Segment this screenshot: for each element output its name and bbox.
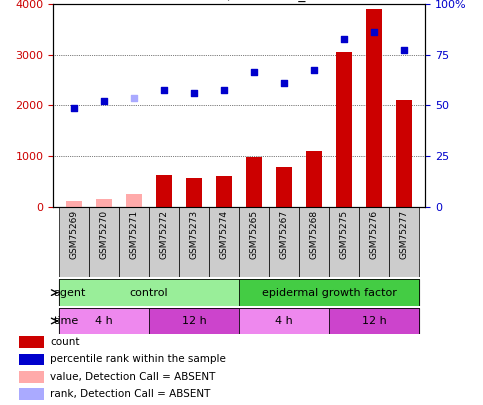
Text: GSM75276: GSM75276 <box>369 210 379 259</box>
Bar <box>299 207 329 277</box>
Point <box>280 79 288 86</box>
Point <box>160 87 168 94</box>
Bar <box>89 207 119 277</box>
Bar <box>336 52 352 207</box>
Bar <box>149 308 239 334</box>
Bar <box>209 207 239 277</box>
Bar <box>59 207 89 277</box>
Bar <box>329 308 419 334</box>
Text: GSM75268: GSM75268 <box>310 210 319 259</box>
Text: 4 h: 4 h <box>275 316 293 326</box>
Bar <box>306 151 322 207</box>
Bar <box>269 207 299 277</box>
Bar <box>239 207 269 277</box>
Bar <box>59 279 239 306</box>
Text: time: time <box>54 316 79 326</box>
Bar <box>59 308 149 334</box>
Text: value, Detection Call = ABSENT: value, Detection Call = ABSENT <box>50 372 215 382</box>
Point <box>190 90 198 96</box>
Bar <box>276 167 292 207</box>
Text: rank, Detection Call = ABSENT: rank, Detection Call = ABSENT <box>50 389 210 399</box>
Bar <box>239 308 329 334</box>
Text: count: count <box>50 337 79 347</box>
Point <box>220 87 228 94</box>
Title: GDS2146 / 1382320_at: GDS2146 / 1382320_at <box>158 0 320 2</box>
Bar <box>19 388 44 400</box>
Point <box>100 98 108 104</box>
Bar <box>19 336 44 348</box>
Bar <box>366 9 383 207</box>
Bar <box>19 371 44 383</box>
Bar <box>359 207 389 277</box>
Text: GSM75275: GSM75275 <box>340 210 349 259</box>
Text: GSM75271: GSM75271 <box>129 210 139 259</box>
Text: GSM75274: GSM75274 <box>220 210 228 259</box>
Bar <box>126 194 142 207</box>
Text: GSM75277: GSM75277 <box>399 210 409 259</box>
Bar <box>149 207 179 277</box>
Point <box>250 69 258 76</box>
Point <box>130 94 138 101</box>
Point <box>370 29 378 35</box>
Text: GSM75269: GSM75269 <box>70 210 79 259</box>
Bar <box>66 201 83 207</box>
Bar <box>156 175 172 207</box>
Bar <box>186 178 202 207</box>
Point <box>310 66 318 73</box>
Point <box>340 36 348 43</box>
Bar <box>239 279 419 306</box>
Text: GSM75267: GSM75267 <box>280 210 288 259</box>
Bar <box>179 207 209 277</box>
Bar <box>396 100 412 207</box>
Text: percentile rank within the sample: percentile rank within the sample <box>50 354 226 364</box>
Point <box>70 104 78 111</box>
Text: epidermal growth factor: epidermal growth factor <box>262 288 397 298</box>
Bar <box>329 207 359 277</box>
Bar <box>216 176 232 207</box>
Text: agent: agent <box>54 288 86 298</box>
Bar <box>19 354 44 365</box>
Bar <box>119 207 149 277</box>
Bar <box>96 199 113 207</box>
Text: 12 h: 12 h <box>182 316 206 326</box>
Bar <box>246 157 262 207</box>
Text: 4 h: 4 h <box>95 316 113 326</box>
Point <box>400 46 408 53</box>
Text: GSM75272: GSM75272 <box>159 210 169 259</box>
Text: 12 h: 12 h <box>362 316 386 326</box>
Text: GSM75273: GSM75273 <box>190 210 199 259</box>
Bar <box>389 207 419 277</box>
Text: control: control <box>130 288 169 298</box>
Text: GSM75265: GSM75265 <box>250 210 258 259</box>
Text: GSM75270: GSM75270 <box>99 210 109 259</box>
